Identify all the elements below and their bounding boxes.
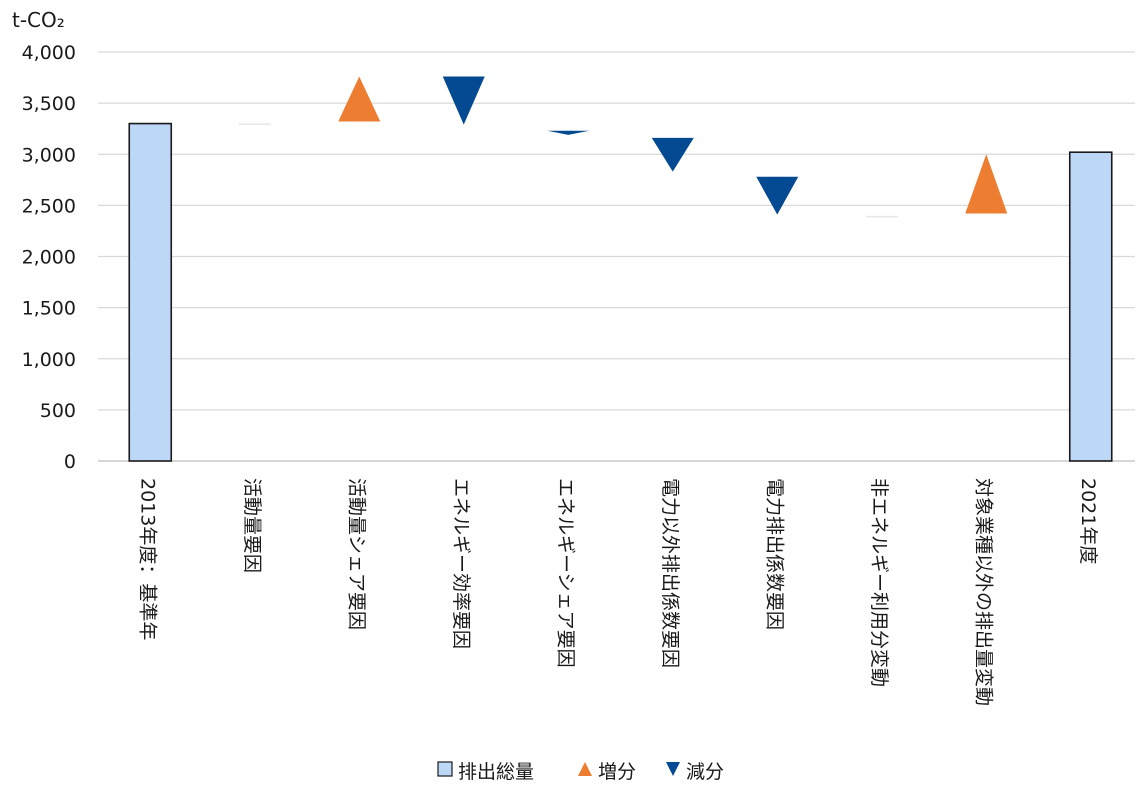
legend-swatch-triangle-down <box>666 762 680 776</box>
x-tick-label: 2013年度：基準年 <box>136 478 158 640</box>
legend-swatch-triangle-up <box>578 762 592 776</box>
x-tick-label: エネルギー効率要因 <box>450 478 472 649</box>
unit-label: t-CO₂ <box>12 8 65 32</box>
increase-triangle <box>338 77 380 122</box>
x-tick-label: 2021年度 <box>1077 478 1099 564</box>
y-tick-label: 3,000 <box>22 144 76 166</box>
decrease-triangle <box>547 131 589 135</box>
x-tick-label: 非エネルギー利用分変動 <box>868 478 890 687</box>
increase-triangle <box>965 154 1007 213</box>
y-tick-label: 3,500 <box>22 93 76 115</box>
legend: 排出総量 増分 減分 <box>438 761 724 783</box>
total-bar <box>1070 152 1112 461</box>
y-tick-label: 1,000 <box>22 349 76 371</box>
legend-label: 減分 <box>686 761 724 783</box>
x-tick-label: エネルギーシェア要因 <box>554 478 576 668</box>
x-tick-label: 電力排出係数要因 <box>763 478 785 630</box>
decrease-triangle <box>756 177 798 215</box>
y-tick-label: 4,000 <box>22 42 76 64</box>
chart-marks <box>129 77 1112 461</box>
x-tick-label: 活動量要因 <box>241 478 263 573</box>
gridlines <box>98 52 1135 461</box>
y-tick-label: 1,500 <box>22 298 76 320</box>
legend-swatch-square <box>438 762 452 776</box>
y-tick-label: 0 <box>64 451 76 473</box>
total-bar <box>129 124 171 461</box>
y-axis-ticks: 0 500 1,000 1,500 2,000 2,500 3,000 3,500 4,000 <box>22 42 76 473</box>
x-axis-labels: 2013年度：基準年 活動量要因 活動量シェア要因 エネルギー効率要因 エネルギーシェア… <box>136 478 1099 706</box>
decrease-triangle <box>443 77 485 125</box>
y-tick-label: 500 <box>40 400 76 422</box>
y-tick-label: 2,500 <box>22 195 76 217</box>
legend-label: 増分 <box>598 761 636 783</box>
x-tick-label: 電力以外排出係数要因 <box>659 478 681 668</box>
x-tick-label: 対象業種以外の排出量変動 <box>972 478 994 706</box>
x-tick-label: 活動量シェア要因 <box>345 478 367 630</box>
y-tick-label: 2,000 <box>22 247 76 269</box>
legend-label: 排出総量 <box>458 761 534 783</box>
